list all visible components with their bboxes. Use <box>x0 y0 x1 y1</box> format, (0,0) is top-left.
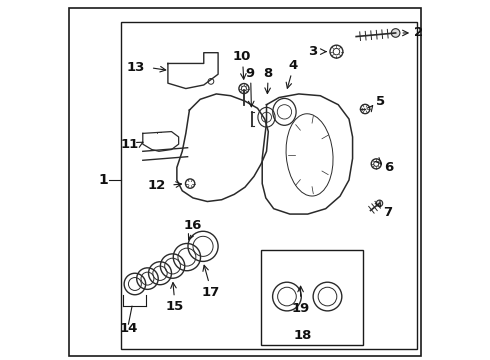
Bar <box>122 22 417 348</box>
Text: 6: 6 <box>384 161 393 174</box>
Text: 14: 14 <box>119 322 138 335</box>
Circle shape <box>392 29 400 37</box>
Text: 8: 8 <box>264 67 273 80</box>
Text: 13: 13 <box>127 60 146 73</box>
Text: 17: 17 <box>202 286 220 299</box>
Text: 11: 11 <box>121 138 139 150</box>
Text: 15: 15 <box>166 300 184 313</box>
Text: 9: 9 <box>245 67 254 80</box>
Text: 10: 10 <box>232 50 250 63</box>
Text: 12: 12 <box>148 179 166 192</box>
Text: 18: 18 <box>293 329 312 342</box>
Text: 2: 2 <box>414 27 423 40</box>
Bar <box>261 250 364 345</box>
Text: 5: 5 <box>376 95 385 108</box>
Text: 1: 1 <box>98 173 108 187</box>
Text: 19: 19 <box>292 302 310 315</box>
Circle shape <box>376 200 383 207</box>
Text: 16: 16 <box>184 219 202 232</box>
Text: 7: 7 <box>383 206 392 219</box>
Text: 4: 4 <box>289 59 298 72</box>
Text: 3: 3 <box>309 45 318 58</box>
